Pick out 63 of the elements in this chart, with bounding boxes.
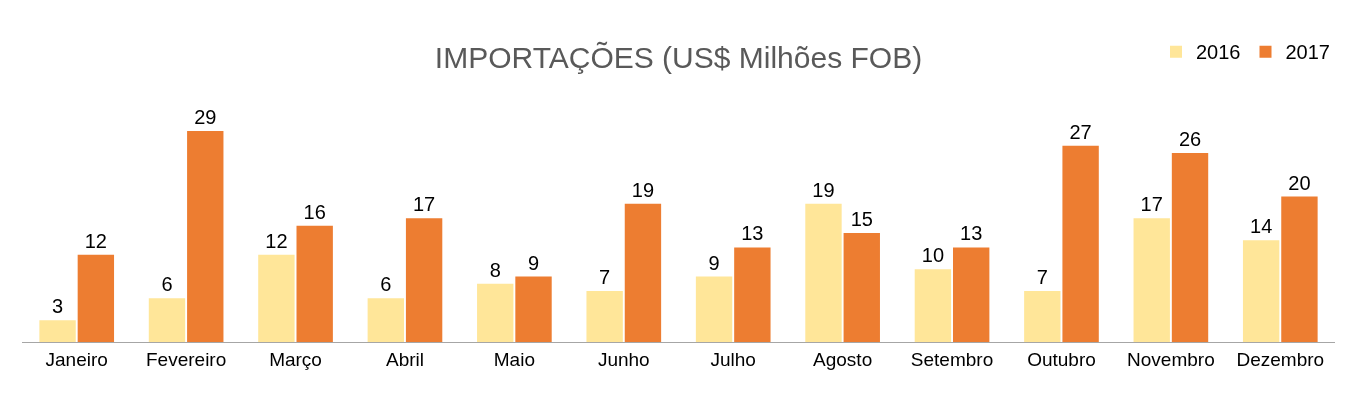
bar — [1281, 196, 1318, 342]
data-label: 7 — [599, 266, 611, 289]
data-label: 17 — [1140, 193, 1163, 216]
x-tick-label: Janeiro — [45, 348, 108, 370]
bar — [624, 203, 662, 342]
data-label: 6 — [380, 273, 392, 296]
data-label: 27 — [1069, 120, 1092, 143]
bar — [734, 247, 771, 342]
bar — [39, 320, 76, 342]
x-tick-label: Outubro — [1027, 348, 1096, 370]
data-label: 6 — [161, 273, 173, 296]
bar — [843, 232, 880, 342]
bar — [405, 218, 443, 342]
bar — [148, 298, 186, 342]
bar — [296, 225, 333, 342]
bar — [258, 254, 295, 342]
data-label: 9 — [527, 251, 540, 274]
x-tick-label: Fevereiro — [146, 348, 227, 370]
x-tick-label: Setembro — [910, 348, 994, 370]
data-label: 9 — [708, 251, 720, 274]
bar — [77, 254, 115, 342]
data-label: 13 — [960, 222, 983, 245]
x-tick-label: Março — [269, 348, 322, 370]
x-tick-label: Agosto — [813, 348, 873, 370]
bar — [515, 276, 552, 342]
chart-title: IMPORTAÇÕES (US$ Milhões FOB) — [434, 40, 923, 74]
data-label: 16 — [303, 200, 326, 223]
data-label: 17 — [412, 193, 436, 216]
legend-label: 2016 — [1196, 41, 1241, 64]
data-label: 7 — [1036, 266, 1048, 289]
bar — [1062, 145, 1099, 342]
x-tick-label: Julho — [710, 348, 756, 370]
x-tick-label: Junho — [597, 348, 650, 370]
bar — [367, 298, 404, 342]
data-label: 29 — [194, 106, 217, 129]
x-tick-label: Novembro — [1127, 348, 1215, 370]
data-label: 10 — [921, 244, 945, 267]
bar — [953, 247, 990, 342]
bar — [1171, 152, 1209, 342]
legend-label: 2017 — [1285, 41, 1330, 64]
data-label: 19 — [631, 178, 655, 201]
bar — [1133, 218, 1170, 342]
bar — [586, 291, 623, 342]
data-label: 12 — [265, 229, 288, 252]
bar — [695, 276, 733, 342]
data-label: 14 — [1250, 215, 1273, 238]
data-label: 20 — [1288, 171, 1311, 194]
x-tick-label: Dezembro — [1236, 348, 1325, 370]
data-label: 15 — [850, 207, 873, 230]
x-tick-label: Abril — [385, 348, 424, 370]
bar — [805, 203, 842, 342]
data-label: 26 — [1178, 127, 1202, 150]
bar — [914, 269, 952, 342]
data-label: 13 — [741, 222, 764, 245]
data-label: 19 — [812, 178, 835, 201]
bar — [187, 131, 224, 342]
data-label: 8 — [489, 258, 501, 281]
data-label: 12 — [84, 229, 107, 252]
bar — [1242, 240, 1280, 342]
bar — [1024, 291, 1061, 342]
x-tick-label: Maio — [493, 348, 535, 370]
data-label: 3 — [52, 295, 64, 318]
bar — [477, 283, 514, 342]
